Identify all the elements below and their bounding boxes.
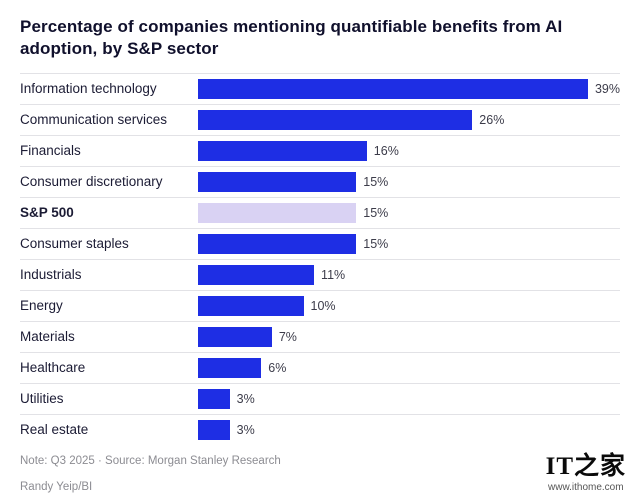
chart-row: Consumer staples 15%	[20, 227, 620, 259]
category-label: Financials	[20, 143, 81, 159]
chart-row: Materials 7%	[20, 320, 620, 352]
bar	[198, 202, 357, 223]
value-label: 6%	[268, 360, 287, 375]
bar-track: 15%	[198, 198, 620, 228]
chart-row: Energy 10%	[20, 289, 620, 321]
bar	[198, 357, 262, 378]
chart-row: S&P 500 15%	[20, 196, 620, 228]
bar	[198, 326, 272, 347]
category-label: S&P 500	[20, 205, 74, 221]
bar-track: 39%	[198, 74, 620, 104]
chart-row: Communication services 26%	[20, 103, 620, 135]
chart-title: Percentage of companies mentioning quant…	[20, 17, 563, 59]
bar	[198, 264, 315, 285]
category-label: Real estate	[20, 422, 89, 438]
value-label: 15%	[363, 236, 389, 251]
value-label: 7%	[278, 329, 297, 344]
bar-chart: Information technology 39% Communication…	[20, 72, 620, 445]
category-label: Energy	[20, 298, 63, 314]
value-label: 3%	[236, 391, 255, 406]
bar-track: 16%	[198, 136, 620, 166]
bar-track: 7%	[198, 322, 620, 352]
category-label: Consumer staples	[20, 236, 129, 252]
bar-track: 11%	[198, 260, 620, 290]
value-label: 3%	[236, 422, 255, 437]
bar	[198, 109, 473, 130]
bar-track: 15%	[198, 167, 620, 197]
category-label: Industrials	[20, 267, 82, 283]
category-label: Information technology	[20, 81, 157, 97]
ithome-url: www.ithome.com	[548, 482, 624, 493]
chart-row: Consumer discretionary 15%	[20, 165, 620, 197]
source-note: Note: Q3 2025 · Source: Morgan Stanley R…	[20, 455, 281, 467]
bar-track: 15%	[198, 229, 620, 259]
value-label: 15%	[363, 205, 389, 220]
bar-track: 10%	[198, 291, 620, 321]
value-label: 39%	[594, 81, 620, 96]
value-label: 10%	[310, 298, 336, 313]
bar	[198, 78, 588, 99]
category-label: Materials	[20, 329, 75, 345]
chart-row: Healthcare 6%	[20, 351, 620, 383]
bar	[198, 419, 230, 440]
bar	[198, 140, 367, 161]
value-label: 26%	[479, 112, 505, 127]
author-credit: Randy Yeip/BI	[20, 481, 93, 493]
chart-row: Financials 16%	[20, 134, 620, 166]
category-label: Consumer discretionary	[20, 174, 163, 190]
bar-track: 26%	[198, 105, 620, 135]
value-label: 11%	[321, 267, 346, 282]
bar	[198, 295, 304, 316]
value-label: 15%	[363, 174, 389, 189]
chart-row: Utilities 3%	[20, 382, 620, 414]
category-label: Communication services	[20, 112, 168, 128]
bar-track: 6%	[198, 353, 620, 383]
category-label: Healthcare	[20, 360, 86, 376]
category-label: Utilities	[20, 391, 64, 407]
bar-track: 3%	[198, 415, 620, 445]
chart-row: Real estate 3%	[20, 413, 620, 445]
bar-track: 3%	[198, 384, 620, 414]
chart-row: Information technology 39%	[20, 72, 620, 104]
chart-row: Industrials 11%	[20, 258, 620, 290]
value-label: 16%	[373, 143, 399, 158]
ithome-watermark: IT之家 www.ithome.com	[545, 452, 626, 493]
bar	[198, 388, 230, 409]
ithome-logo: IT之家	[545, 452, 626, 480]
bar	[198, 171, 357, 192]
bar	[198, 233, 357, 254]
